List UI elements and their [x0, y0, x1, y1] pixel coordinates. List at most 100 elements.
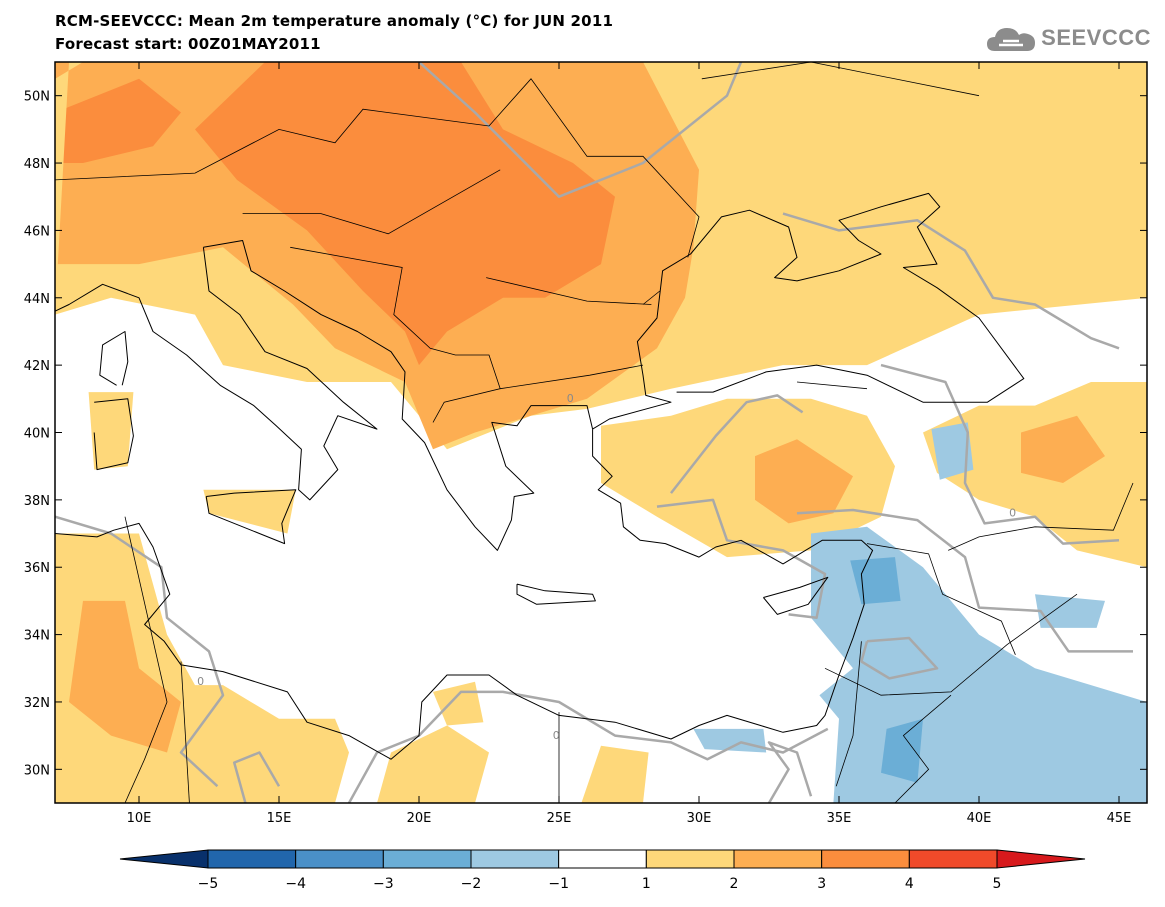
colorbar-box: [207, 849, 297, 869]
lon-tick-label: 15E: [267, 811, 292, 826]
lat-tick-label: 36N: [24, 561, 50, 576]
country-border-2: [290, 246, 501, 423]
zero-contour-5: [796, 508, 1133, 653]
anomaly-region-15: [88, 392, 134, 470]
colorbar-label: 4: [905, 876, 914, 892]
lat-tick-label: 38N: [24, 494, 50, 509]
zero-contour-label: 0: [197, 675, 204, 688]
lat-tick-label: 34N: [24, 629, 50, 644]
coastline-6: [99, 331, 129, 386]
coastline-3: [55, 247, 378, 501]
coastline-5: [93, 398, 134, 471]
forecast-start-label: Forecast start: 00Z01MAY2011: [55, 35, 321, 53]
coastline-4: [205, 489, 297, 545]
lat-tick-label: 40N: [24, 427, 50, 442]
coastline-8: [763, 576, 829, 615]
country-border-14: [124, 516, 168, 803]
lon-tick-label: 40E: [967, 811, 992, 826]
country-border-13: [866, 543, 1016, 655]
logo-text: SEEVCCC: [1041, 25, 1151, 50]
coastline-0: [203, 240, 594, 551]
coastline-1: [592, 192, 1025, 430]
anomaly-region-10: [69, 600, 181, 753]
colorbar-label: 3: [817, 876, 826, 892]
map-title: RCM-SEEVCCC: Mean 2m temperature anomaly…: [55, 12, 614, 30]
colorbar-label: −5: [198, 876, 219, 892]
lon-tick-label: 35E: [827, 811, 852, 826]
anomaly-region-19: [931, 422, 974, 480]
colorbar-label: −2: [461, 876, 482, 892]
colorbar-label: −3: [373, 876, 394, 892]
anomaly-region-14: [203, 489, 296, 534]
colorbar-high-arrow: [996, 849, 1086, 869]
colorbar-label: −4: [285, 876, 306, 892]
colorbar-box: [733, 849, 823, 869]
zero-contour-10: [670, 394, 804, 494]
zero-contour-0: [418, 62, 743, 198]
country-border-11: [894, 694, 952, 803]
lon-tick-label: 30E: [687, 811, 712, 826]
colorbar-box: [470, 849, 560, 869]
zero-contour-9: [232, 751, 281, 803]
anomaly-region-21: [1035, 594, 1105, 628]
lat-tick-label: 42N: [24, 359, 50, 374]
country-border-9: [824, 593, 1078, 696]
lon-tick-label: 45E: [1107, 811, 1132, 826]
anomaly-region-18: [881, 718, 923, 783]
anomaly-region-2: [195, 62, 615, 366]
colorbar-box: [382, 849, 472, 869]
lat-tick-label: 46N: [24, 224, 50, 239]
lon-tick-label: 25E: [547, 811, 572, 826]
country-border-10: [835, 641, 862, 787]
colorbar-label: 5: [993, 876, 1002, 892]
lon-tick-label: 10E: [127, 811, 152, 826]
lat-tick-label: 48N: [24, 157, 50, 172]
colorbar-label: 2: [730, 876, 739, 892]
country-border-0: [55, 78, 700, 258]
zero-contour-2: [880, 363, 1120, 545]
zero-contour-6: [656, 498, 827, 620]
zero-contour-label: 0: [567, 392, 574, 405]
country-border-5: [701, 62, 980, 97]
coastline-7: [516, 583, 596, 605]
lon-tick-label: 20E: [407, 811, 432, 826]
anomaly-region-4: [55, 62, 83, 315]
anomaly-region-12: [581, 745, 649, 803]
coastline-2: [55, 429, 874, 760]
colorbar: −5 −4 −3 −2 −1 1 2 3 4 5: [119, 849, 1086, 892]
lat-tick-label: 50N: [24, 90, 50, 105]
anomaly-region-8: [1021, 415, 1105, 483]
zero-contour-1: [782, 212, 1120, 350]
plot-area: 0 0 0 0: [55, 62, 1147, 803]
country-border-3: [500, 364, 644, 390]
colorbar-low-arrow: [119, 849, 209, 869]
anomaly-region-20: [693, 728, 767, 753]
lat-tick-label: 30N: [24, 763, 50, 778]
zero-contour-3: [55, 515, 225, 788]
zero-contour-label: 0: [1009, 507, 1016, 520]
country-border-6: [642, 290, 661, 305]
anomaly-region-5: [601, 398, 895, 558]
zero-contour-label: 0: [553, 729, 560, 742]
colorbar-box: [295, 849, 384, 869]
country-border-7: [796, 381, 868, 390]
colorbar-box: [645, 849, 735, 869]
lat-tick-label: 44N: [24, 292, 50, 307]
anomaly-region-6: [755, 439, 853, 524]
country-border-4: [486, 277, 652, 305]
anomaly-region-3: [55, 78, 181, 163]
colorbar-box: [558, 849, 647, 869]
colorbar-box: [821, 849, 910, 869]
cloud-icon: [987, 28, 1036, 51]
colorbar-label: 1: [642, 876, 651, 892]
country-border-1: [242, 169, 501, 235]
seevccc-logo: SEEVCCC: [985, 22, 1151, 54]
lat-tick-label: 32N: [24, 696, 50, 711]
zero-contour-8: [767, 741, 813, 803]
country-border-8: [948, 482, 1134, 551]
colorbar-box: [908, 849, 998, 869]
anomaly-region-11: [377, 725, 489, 803]
zero-contour-7: [860, 636, 939, 680]
colorbar-label: −1: [548, 876, 569, 892]
